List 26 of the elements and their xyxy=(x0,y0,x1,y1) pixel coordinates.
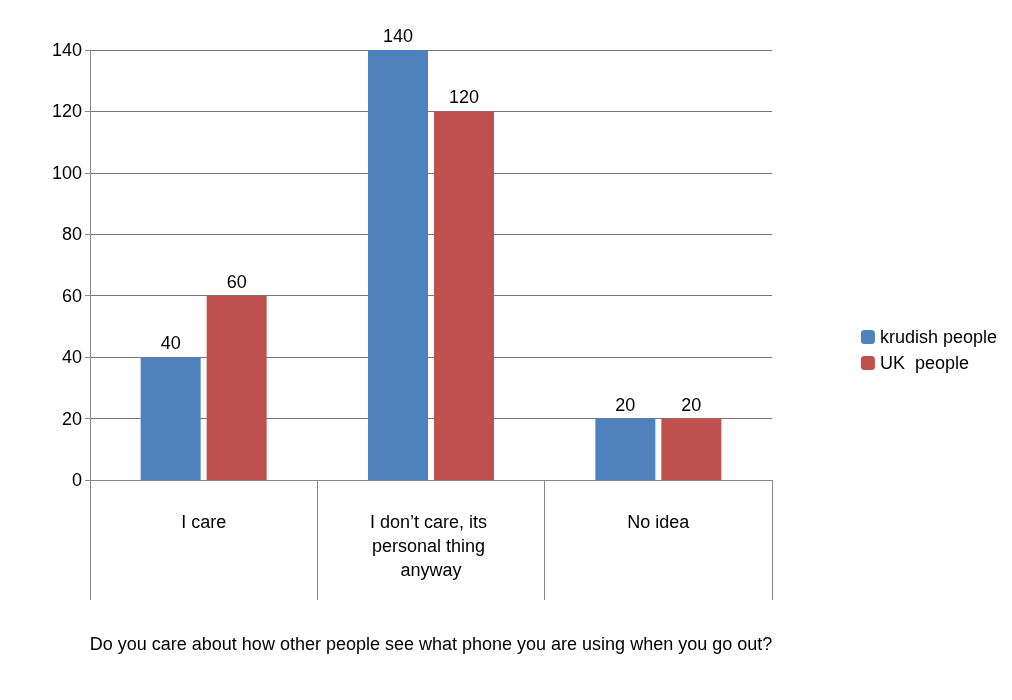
y-tick-label: 40 xyxy=(61,347,82,368)
x-tick-label: No idea xyxy=(627,512,691,532)
data-label: 120 xyxy=(448,87,480,108)
bar xyxy=(595,418,656,480)
data-label: 20 xyxy=(615,394,636,415)
legend-label: krudish people xyxy=(879,327,998,347)
bar xyxy=(661,418,722,480)
bar xyxy=(434,111,494,480)
y-tick-label: 60 xyxy=(61,285,82,306)
bar xyxy=(140,357,201,480)
y-tick-label: 120 xyxy=(51,101,82,122)
x-tick-label: I don’t care, its personal thing anyway xyxy=(369,512,493,580)
y-tick-label: 20 xyxy=(61,408,82,429)
y-tick-label: 100 xyxy=(51,162,82,183)
data-label: 140 xyxy=(382,26,414,46)
y-tick-label: 80 xyxy=(61,224,82,245)
data-label: 60 xyxy=(226,271,247,292)
x-axis-title: Do you care about how other people see what phone you are using when you go out? xyxy=(89,634,773,654)
y-tick-label: 0 xyxy=(71,470,82,490)
data-label: 20 xyxy=(681,394,702,415)
bar xyxy=(368,50,428,480)
bar xyxy=(206,295,267,480)
data-label: 40 xyxy=(160,333,181,354)
legend-label: UK people xyxy=(879,353,969,373)
y-tick-label: 140 xyxy=(51,40,82,60)
x-tick-label: I care xyxy=(181,512,227,532)
